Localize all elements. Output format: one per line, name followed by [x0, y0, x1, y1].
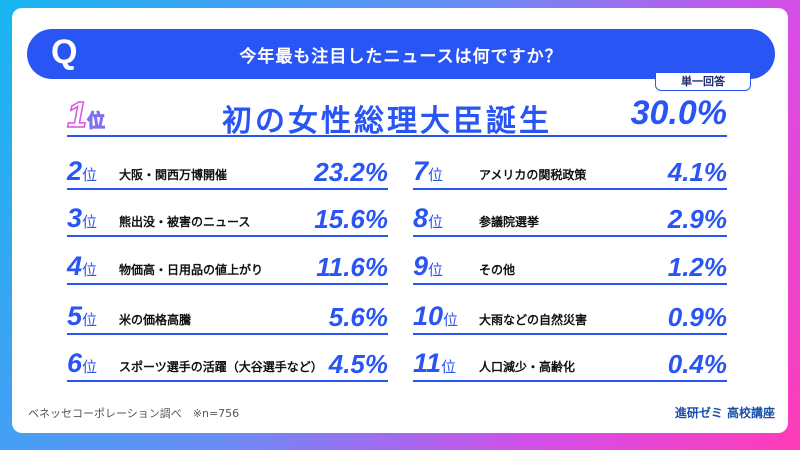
item-percent: 5.6% — [328, 302, 388, 332]
rank-number: 6位 — [67, 348, 97, 379]
ranking-row: 7位 アメリカの関税政策 4.1% — [413, 156, 727, 190]
rank-value: 7 — [413, 156, 429, 186]
rank-number: 8位 — [413, 203, 443, 234]
rank-number: 4位 — [67, 251, 97, 282]
item-percent: 23.2% — [314, 157, 388, 187]
question-bar: Q 今年最も注目したニュースは何ですか？ — [27, 29, 775, 79]
rank-suffix: 位 — [82, 167, 98, 184]
item-percent: 4.1% — [667, 157, 727, 187]
rank-number: 7位 — [413, 156, 443, 187]
item-percent: 15.6% — [314, 204, 388, 234]
ranking-row: 4位 物価高・日用品の値上がり 11.6% — [67, 251, 388, 285]
ranking-row: 5位 米の価格高騰 5.6% — [67, 301, 388, 335]
item-label: 熊出没・被害のニュース — [119, 215, 251, 229]
rank-value: 9 — [413, 251, 429, 281]
rank-suffix: 位 — [82, 359, 98, 376]
rank-value: 11 — [413, 348, 442, 378]
ranking-row: 11位 人口減少・高齢化 0.4% — [413, 348, 727, 382]
brand-logo: 進研ゼミ 高校講座 — [674, 406, 775, 420]
rank-value: 5 — [67, 301, 83, 331]
item-percent: 11.6% — [316, 252, 388, 282]
rank-number: 10位 — [413, 301, 458, 332]
question-text: 今年最も注目したニュースは何ですか？ — [239, 47, 563, 67]
item-percent: 0.4% — [667, 349, 727, 379]
item-label: アメリカの関税政策 — [479, 168, 587, 182]
item-label: スポーツ選手の活躍（大谷選手など） — [119, 360, 323, 374]
ranking-row: 9位 その他 1.2% — [413, 251, 727, 285]
item-label: 大雨などの自然災害 — [479, 313, 588, 327]
rank-suffix: 位 — [82, 312, 98, 329]
ranking-row: 8位 参議院選挙 2.9% — [413, 203, 727, 237]
source-note: ベネッセコーポレーション調べ ※n=756 — [28, 407, 240, 420]
item-label: 人口減少・高齢化 — [479, 360, 576, 374]
single-answer-badge: 単一回答 — [655, 73, 751, 91]
rank-number: 2位 — [67, 156, 97, 187]
item-label: 初の女性総理大臣誕生 — [222, 104, 552, 139]
rank-suffix: 位 — [82, 214, 98, 231]
rank-suffix: 位 — [428, 214, 444, 231]
item-percent: 30.0% — [630, 94, 727, 132]
rank-value: 2 — [67, 156, 83, 186]
item-label: 物価高・日用品の値上がり — [119, 263, 264, 277]
rank-suffix: 位 — [428, 167, 444, 184]
rank-suffix: 位 — [428, 262, 444, 279]
rank-value: 10 — [413, 301, 444, 331]
item-label: 大阪・関西万博開催 — [119, 168, 228, 182]
rank-number: 9位 — [413, 251, 443, 282]
item-percent: 0.9% — [667, 302, 727, 332]
rank-value: 3 — [67, 203, 83, 233]
rank-1-row: 1位 初の女性総理大臣誕生 30.0% — [66, 92, 727, 139]
rank-suffix: 位 — [82, 262, 98, 279]
rank-number: 5位 — [67, 301, 97, 332]
rank-suffix: 位 — [441, 359, 457, 376]
rank-value: 1 — [66, 93, 88, 136]
rank-number: 3位 — [67, 203, 97, 234]
rank-value: 4 — [67, 251, 83, 281]
ranking-row: 6位 スポーツ選手の活躍（大谷選手など） 4.5% — [67, 348, 388, 382]
item-label: 参議院選挙 — [479, 215, 540, 229]
rank-value: 8 — [413, 203, 429, 233]
rank-value: 6 — [67, 348, 83, 378]
item-label: その他 — [479, 263, 516, 277]
ranking-row: 3位 熊出没・被害のニュース 15.6% — [67, 203, 388, 237]
item-percent: 4.5% — [328, 349, 388, 379]
question-mark: Q — [51, 33, 78, 71]
item-label: 米の価格高騰 — [119, 313, 192, 327]
rank-suffix: 位 — [443, 312, 459, 329]
item-percent: 2.9% — [667, 204, 727, 234]
item-percent: 1.2% — [667, 252, 727, 282]
rank-number: 1位 — [66, 93, 106, 136]
rank-suffix: 位 — [87, 111, 106, 132]
ranking-row: 10位 大雨などの自然災害 0.9% — [413, 301, 727, 335]
rank-number: 11位 — [413, 348, 456, 379]
ranking-row: 2位 大阪・関西万博開催 23.2% — [67, 156, 388, 190]
